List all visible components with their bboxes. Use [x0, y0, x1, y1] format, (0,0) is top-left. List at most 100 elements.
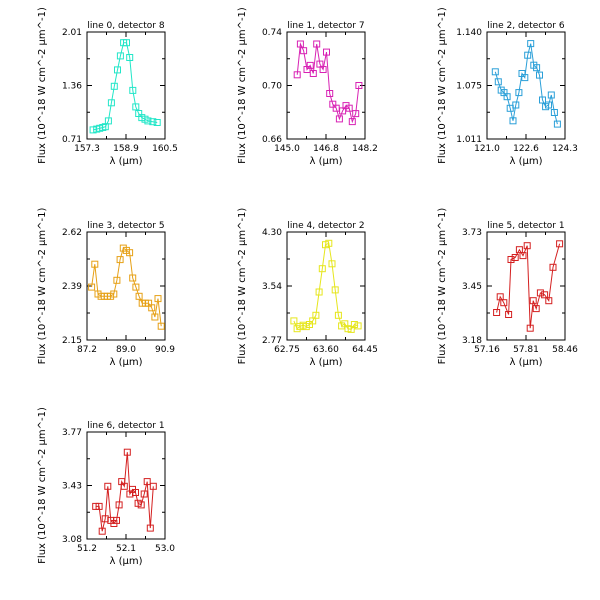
panel-title: line 2, detector 6	[487, 21, 564, 31]
x-tick-label: 160.5	[152, 144, 178, 154]
data-point	[114, 66, 121, 74]
data-point	[541, 291, 549, 299]
data-point	[323, 48, 330, 56]
data-point	[529, 297, 537, 305]
x-tick-label: 158.9	[113, 144, 139, 154]
y-tick-label: 1.075	[456, 82, 482, 92]
x-tick-label: 121.0	[474, 144, 500, 154]
data-point	[511, 254, 519, 261]
data-point	[143, 478, 151, 486]
data-point	[306, 61, 314, 69]
panel-title: line 0, detector 8	[87, 21, 164, 31]
y-tick-label: 1.140	[456, 28, 482, 38]
data-point	[515, 246, 523, 254]
data-point	[315, 288, 323, 296]
data-point	[545, 101, 552, 109]
x-tick-label: 89.0	[116, 345, 136, 355]
y-tick-label: 0.74	[262, 28, 282, 38]
data-point	[493, 309, 501, 316]
panel-3: line 3, detector 5 87.2 89.0 90.9 2.15 2.39 2.…	[37, 208, 175, 368]
data-point	[524, 51, 532, 59]
x-axis-label: λ (μm)	[509, 357, 542, 368]
data-point	[309, 70, 317, 77]
data-point	[521, 74, 529, 82]
data-point	[300, 47, 308, 55]
x-axis-label: λ (μm)	[309, 357, 342, 368]
y-axis-label: Flux (10^-18 W cm^-2 μm^-1)	[37, 407, 48, 564]
x-tick-label: 58.46	[552, 345, 578, 355]
x-tick-label: 63.60	[313, 345, 339, 355]
data-point	[149, 118, 157, 126]
panel-title: line 6, detector 1	[87, 421, 164, 431]
data-point	[120, 482, 128, 490]
y-tick-label: 3.18	[462, 336, 482, 346]
data-point	[352, 110, 360, 118]
data-point	[313, 40, 321, 48]
y-axis-label: Flux (10^-18 W cm^-2 μm^-1)	[437, 7, 448, 164]
x-tick-label: 62.75	[274, 345, 300, 355]
panel-2: line 2, detector 6 121.0 122.6 124.3 1.011 1.…	[437, 7, 578, 167]
panel-title: line 4, detector 2	[287, 221, 364, 231]
y-tick-label: 0.71	[62, 135, 82, 145]
data-point	[539, 96, 546, 104]
y-tick-label: 1.36	[62, 82, 82, 92]
y-tick-label: 4.30	[262, 228, 282, 238]
data-point	[113, 276, 121, 284]
y-axis-label: Flux (10^-18 W cm^-2 μm^-1)	[437, 208, 448, 365]
x-axis-label: λ (μm)	[509, 156, 542, 167]
data-point	[129, 274, 137, 282]
y-axis-label: Flux (10^-18 W cm^-2 μm^-1)	[237, 7, 248, 164]
series-line	[494, 43, 558, 125]
data-point	[296, 40, 304, 48]
data-point	[148, 304, 156, 312]
data-point	[536, 71, 543, 79]
data-point	[137, 501, 145, 509]
data-point	[110, 82, 118, 90]
panel-6: line 6, detector 1 51.2 52.1 53.0 3.08 3.43 3.…	[37, 407, 175, 567]
data-point	[319, 66, 327, 73]
data-point	[135, 292, 143, 300]
data-point	[549, 263, 557, 271]
y-tick-label: 0.70	[262, 82, 282, 92]
data-point	[157, 322, 165, 330]
data-point	[149, 482, 157, 490]
y-tick-label: 3.43	[62, 482, 82, 492]
data-point	[113, 516, 120, 524]
data-point	[98, 527, 106, 535]
x-tick-label: 145.0	[274, 144, 300, 154]
data-point	[532, 305, 540, 313]
data-point	[550, 109, 558, 116]
data-point	[507, 256, 515, 263]
panel-title: line 3, detector 5	[87, 221, 164, 231]
x-tick-label: 53.0	[155, 544, 175, 554]
data-point	[89, 126, 97, 134]
plot-frame	[486, 31, 566, 140]
data-point	[123, 448, 131, 456]
data-point	[326, 90, 334, 97]
data-point	[509, 117, 517, 125]
data-point	[512, 101, 520, 109]
data-point	[153, 119, 161, 126]
x-tick-label: 51.2	[77, 544, 97, 554]
y-tick-label: 3.45	[462, 282, 482, 292]
y-tick-label: 3.73	[462, 228, 482, 238]
data-point	[290, 317, 298, 325]
data-point	[104, 482, 112, 490]
data-point	[547, 91, 555, 99]
data-point	[151, 313, 159, 321]
data-point	[129, 86, 137, 94]
panel-4: line 4, detector 2 62.75 63.60 64.45 2.77 3.5…	[237, 208, 378, 368]
panel-1: line 1, detector 7 145.0 146.8 148.2 0.66 0.7…	[237, 7, 378, 167]
data-point	[107, 99, 115, 107]
data-point	[331, 286, 339, 294]
data-point	[116, 52, 124, 60]
y-axis-label: Flux (10^-18 W cm^-2 μm^-1)	[237, 208, 248, 365]
data-point	[348, 118, 356, 126]
data-point	[533, 64, 541, 72]
data-point	[553, 120, 561, 128]
y-tick-label: 3.08	[62, 535, 82, 545]
data-point	[104, 117, 112, 125]
data-point	[140, 490, 148, 498]
plot-frame	[286, 31, 366, 140]
y-tick-label: 0.66	[262, 135, 282, 145]
